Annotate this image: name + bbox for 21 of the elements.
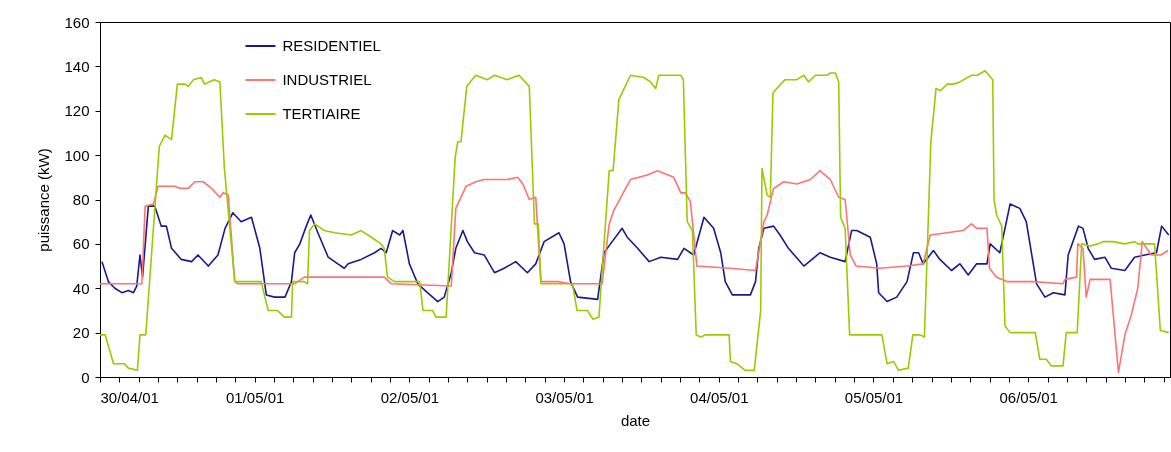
x-tick-label: 30/04/01 <box>100 388 159 406</box>
y-axis-title: puissance (kW) <box>35 148 53 252</box>
legend-label: INDUSTRIEL <box>282 71 372 88</box>
x-axis-title: date <box>620 411 651 429</box>
y-tick-label: 100 <box>64 146 90 164</box>
x-tick-label: 05/05/01 <box>844 388 904 406</box>
legend-label: RESIDENTIEL <box>282 37 381 54</box>
y-tick-label: 20 <box>72 324 90 342</box>
y-tick-label: 120 <box>64 102 90 120</box>
y-tick-label: 160 <box>64 13 90 31</box>
x-tick-label: 01/05/01 <box>226 388 285 406</box>
x-tick-label: 03/05/01 <box>535 388 594 406</box>
x-tick-label: 06/05/01 <box>999 388 1058 406</box>
y-tick-label: 140 <box>64 57 90 75</box>
legend-label: TERTIAIRE <box>282 105 361 122</box>
y-tick-label: 80 <box>72 191 90 208</box>
y-tick-label: 60 <box>72 235 90 253</box>
y-tick-label: 0 <box>81 368 90 386</box>
x-tick-label: 04/05/01 <box>690 388 749 406</box>
x-tick-label: 02/05/01 <box>380 388 440 406</box>
y-tick-label: 40 <box>72 279 90 297</box>
